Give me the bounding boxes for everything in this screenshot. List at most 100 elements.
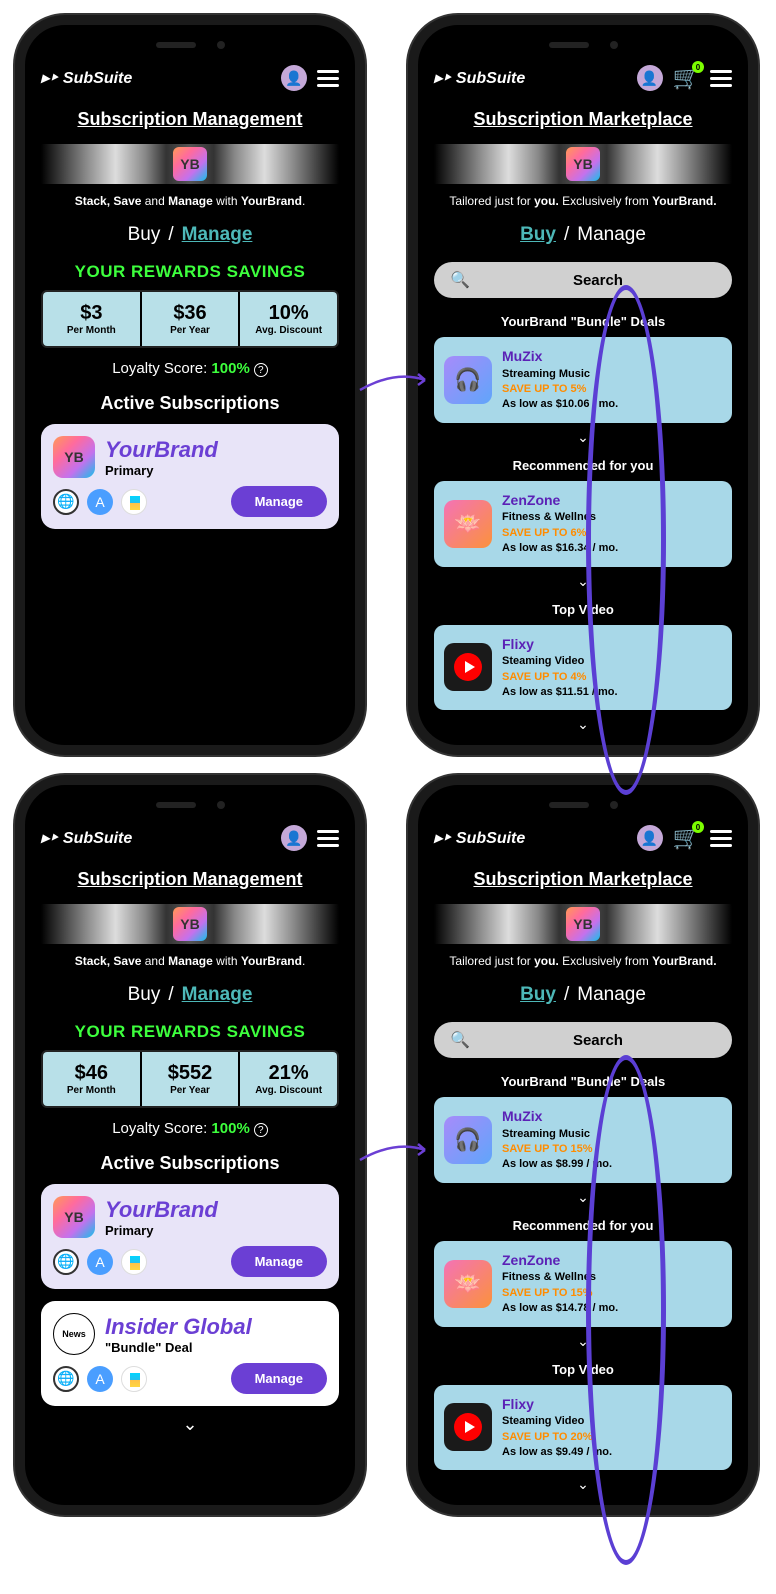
help-icon[interactable]: ? xyxy=(254,1123,268,1137)
tab-manage[interactable]: Manage xyxy=(182,984,253,1005)
chevron-down-icon[interactable]: ⌄ xyxy=(434,1189,732,1206)
chevron-down-icon[interactable]: ⌄ xyxy=(41,1414,339,1435)
subscription-card-yourbrand[interactable]: YBYourBrandPrimary 🌐AManage xyxy=(41,424,339,529)
header: SubSuite 👤 🛒0 xyxy=(434,825,732,851)
avatar-icon[interactable]: 👤 xyxy=(637,65,663,91)
search-icon: 🔍 xyxy=(450,270,470,290)
playstore-icon[interactable] xyxy=(121,1249,147,1275)
header: SubSuite 👤 xyxy=(41,65,339,91)
chevron-down-icon[interactable]: ⌄ xyxy=(434,573,732,590)
wellness-icon: 🪷 xyxy=(444,1260,492,1308)
top-video-title: Top Video xyxy=(434,602,732,617)
logo: SubSuite xyxy=(41,68,132,88)
brand-banner: YB xyxy=(41,904,339,944)
reward-month: $3Per Month xyxy=(43,292,142,346)
menu-icon[interactable] xyxy=(710,70,732,87)
arrow-icon xyxy=(355,365,435,395)
cart-icon[interactable]: 🛒0 xyxy=(673,825,700,851)
tab-buy[interactable]: Buy xyxy=(520,984,556,1005)
globe-icon[interactable]: 🌐 xyxy=(53,1366,79,1392)
header: SubSuite 👤 xyxy=(41,825,339,851)
manage-button[interactable]: Manage xyxy=(231,1363,327,1394)
recommended-title: Recommended for you xyxy=(434,1218,732,1233)
avatar-icon[interactable]: 👤 xyxy=(637,825,663,851)
reward-discount: 21%Avg. Discount xyxy=(240,1052,337,1106)
phone-management-a: SubSuite 👤 Subscription Management YB St… xyxy=(15,15,365,755)
appstore-icon[interactable]: A xyxy=(87,1366,113,1392)
wellness-icon: 🪷 xyxy=(444,500,492,548)
phone-marketplace-b: SubSuite 👤 🛒0 Subscription Marketplace Y… xyxy=(408,775,758,1515)
tab-buy[interactable]: Buy xyxy=(520,224,556,245)
brand-banner: YB xyxy=(434,144,732,184)
page-title: Subscription Marketplace xyxy=(434,869,732,890)
tab-manage[interactable]: Manage xyxy=(577,224,646,245)
active-subs-title: Active Subscriptions xyxy=(41,393,339,414)
appstore-icon[interactable]: A xyxy=(87,489,113,515)
page-title: Subscription Management xyxy=(41,109,339,130)
deal-flixy[interactable]: FlixySteaming VideoSAVE UP TO 20%As low … xyxy=(434,1385,732,1471)
page-title: Subscription Marketplace xyxy=(434,109,732,130)
tabs: Buy/Manage xyxy=(41,224,339,246)
tab-manage[interactable]: Manage xyxy=(182,224,253,245)
tabs: Buy/Manage xyxy=(41,984,339,1006)
arrow-icon xyxy=(355,1135,435,1165)
help-icon[interactable]: ? xyxy=(254,363,268,377)
reward-discount: 10%Avg. Discount xyxy=(240,292,337,346)
logo: SubSuite xyxy=(434,68,525,88)
manage-button[interactable]: Manage xyxy=(231,1246,327,1277)
brand-icon: YB xyxy=(566,907,600,941)
brand-banner: YB xyxy=(434,904,732,944)
logo: SubSuite xyxy=(41,828,132,848)
deal-muzix[interactable]: 🎧MuZixStreaming MusicSAVE UP TO 15%As lo… xyxy=(434,1097,732,1183)
menu-icon[interactable] xyxy=(710,830,732,847)
video-icon xyxy=(444,643,492,691)
loyalty-score: Loyalty Score: 100%? xyxy=(41,1120,339,1137)
recommended-title: Recommended for you xyxy=(434,458,732,473)
phone-marketplace-a: SubSuite 👤 🛒0 Subscription Marketplace Y… xyxy=(408,15,758,755)
yourbrand-icon: YB xyxy=(53,436,95,478)
brand-icon: YB xyxy=(173,147,207,181)
music-icon: 🎧 xyxy=(444,356,492,404)
search-input[interactable]: 🔍Search xyxy=(434,262,732,298)
chevron-down-icon[interactable]: ⌄ xyxy=(434,429,732,446)
chevron-down-icon[interactable]: ⌄ xyxy=(434,716,732,733)
cart-icon[interactable]: 🛒0 xyxy=(673,65,700,91)
globe-icon[interactable]: 🌐 xyxy=(53,489,79,515)
menu-icon[interactable] xyxy=(317,830,339,847)
chevron-down-icon[interactable]: ⌄ xyxy=(434,1476,732,1493)
tab-buy[interactable]: Buy xyxy=(128,984,161,1005)
header: SubSuite 👤 🛒0 xyxy=(434,65,732,91)
deal-muzix[interactable]: 🎧MuZixStreaming MusicSAVE UP TO 5%As low… xyxy=(434,337,732,423)
playstore-icon[interactable] xyxy=(121,489,147,515)
deal-flixy[interactable]: FlixySteaming VideoSAVE UP TO 4%As low a… xyxy=(434,625,732,711)
brand-banner: YB xyxy=(41,144,339,184)
search-input[interactable]: 🔍Search xyxy=(434,1022,732,1058)
appstore-icon[interactable]: A xyxy=(87,1249,113,1275)
deal-zenzone[interactable]: 🪷ZenZoneFitness & WellnesSAVE UP TO 15%A… xyxy=(434,1241,732,1327)
tagline: Tailored just for you. Exclusively from … xyxy=(434,194,732,208)
top-video-title: Top Video xyxy=(434,1362,732,1377)
playstore-icon[interactable] xyxy=(121,1366,147,1392)
yourbrand-icon: YB xyxy=(53,1196,95,1238)
reward-month: $46Per Month xyxy=(43,1052,142,1106)
rewards-grid: $46Per Month $552Per Year 21%Avg. Discou… xyxy=(41,1050,339,1108)
brand-icon: YB xyxy=(566,147,600,181)
avatar-icon[interactable]: 👤 xyxy=(281,65,307,91)
subscription-card-yourbrand[interactable]: YBYourBrandPrimary 🌐AManage xyxy=(41,1184,339,1289)
menu-icon[interactable] xyxy=(317,70,339,87)
tagline: Tailored just for you. Exclusively from … xyxy=(434,954,732,968)
rewards-title: YOUR REWARDS SAVINGS xyxy=(41,1022,339,1042)
tab-manage[interactable]: Manage xyxy=(577,984,646,1005)
bundle-deals-title: YourBrand "Bundle" Deals xyxy=(434,1074,732,1089)
tagline: Stack, Save and Manage with YourBrand. xyxy=(41,194,339,208)
video-icon xyxy=(444,1403,492,1451)
globe-icon[interactable]: 🌐 xyxy=(53,1249,79,1275)
tab-buy[interactable]: Buy xyxy=(128,224,161,245)
manage-button[interactable]: Manage xyxy=(231,486,327,517)
reward-year: $36Per Year xyxy=(142,292,241,346)
avatar-icon[interactable]: 👤 xyxy=(281,825,307,851)
subscription-card-insider[interactable]: NewsInsider Global"Bundle" Deal 🌐AManage xyxy=(41,1301,339,1406)
deal-zenzone[interactable]: 🪷ZenZoneFitness & WellnesSAVE UP TO 6%As… xyxy=(434,481,732,567)
chevron-down-icon[interactable]: ⌄ xyxy=(434,1333,732,1350)
reward-year: $552Per Year xyxy=(142,1052,241,1106)
